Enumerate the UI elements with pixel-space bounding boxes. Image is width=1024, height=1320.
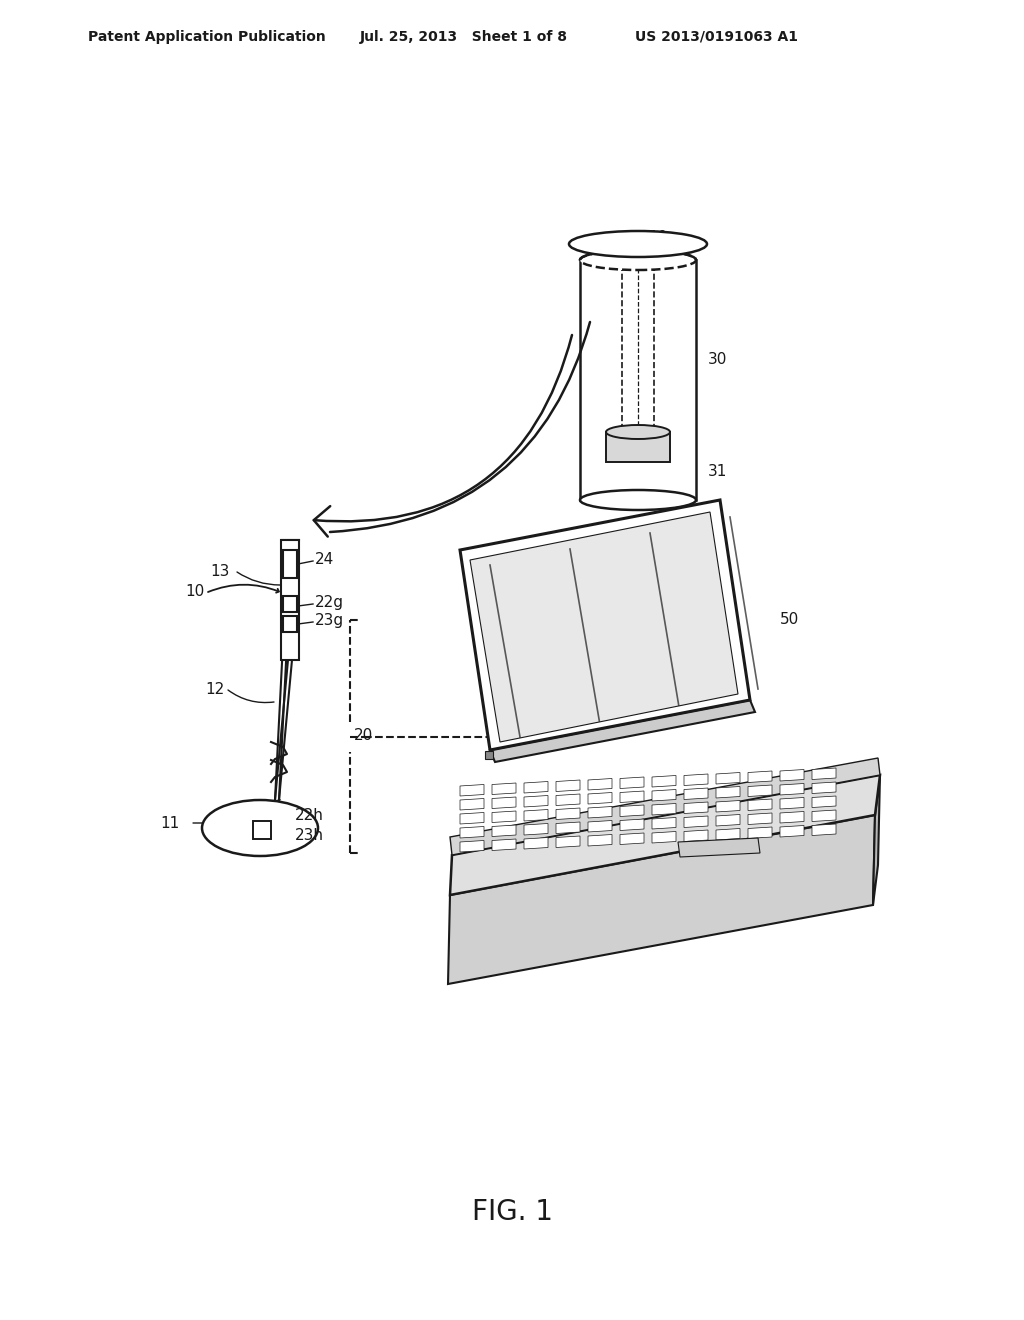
Polygon shape [812,824,836,836]
Polygon shape [780,825,804,837]
Polygon shape [716,814,740,826]
Polygon shape [492,783,516,795]
Polygon shape [460,784,484,796]
Polygon shape [588,792,612,804]
Polygon shape [460,841,484,851]
Polygon shape [450,758,880,855]
Polygon shape [470,512,738,742]
Polygon shape [748,828,772,838]
Polygon shape [524,809,548,821]
Polygon shape [524,837,548,849]
Polygon shape [620,805,644,817]
Polygon shape [460,500,750,750]
Text: 22g: 22g [315,594,344,610]
Text: 12: 12 [205,682,224,697]
Bar [283,616,297,632]
Bar [283,550,297,578]
Polygon shape [684,803,708,813]
Polygon shape [684,788,708,800]
Bar [283,597,297,612]
Polygon shape [812,768,836,780]
Polygon shape [748,771,772,783]
Polygon shape [460,813,484,824]
Polygon shape [492,810,516,822]
Polygon shape [620,818,644,830]
Polygon shape [684,816,708,828]
Text: 13: 13 [210,565,229,579]
Polygon shape [780,797,804,809]
Polygon shape [780,784,804,795]
Polygon shape [620,791,644,803]
Polygon shape [748,785,772,796]
Polygon shape [556,808,580,820]
Polygon shape [652,804,676,814]
Text: Patent Application Publication: Patent Application Publication [88,30,326,44]
Ellipse shape [580,490,696,510]
Polygon shape [449,814,874,983]
Polygon shape [652,776,676,787]
Polygon shape [460,826,484,838]
Polygon shape [450,775,880,895]
Polygon shape [588,807,612,818]
Polygon shape [780,770,804,781]
Polygon shape [873,775,880,906]
Text: Jul. 25, 2013   Sheet 1 of 8: Jul. 25, 2013 Sheet 1 of 8 [360,30,568,44]
Polygon shape [684,830,708,842]
Text: 23h: 23h [295,829,324,843]
Ellipse shape [202,800,318,855]
Polygon shape [556,822,580,833]
Polygon shape [524,796,548,807]
Polygon shape [812,781,836,793]
Text: 23g: 23g [315,612,344,627]
Polygon shape [812,796,836,808]
Text: 31: 31 [708,465,727,479]
Ellipse shape [606,425,670,440]
Polygon shape [748,799,772,810]
Text: 22h: 22h [295,808,324,824]
Ellipse shape [569,231,707,257]
Bar [281,540,299,660]
Bar [606,432,670,462]
Polygon shape [620,777,644,788]
Polygon shape [588,834,612,846]
Text: 30: 30 [708,352,727,367]
Polygon shape [716,772,740,784]
Text: 10: 10 [185,585,204,599]
Polygon shape [588,821,612,832]
Text: 11: 11 [160,816,179,830]
Polygon shape [780,812,804,822]
Polygon shape [524,781,548,793]
Bar [485,751,493,759]
Ellipse shape [580,249,696,271]
Text: 20: 20 [354,729,374,743]
Polygon shape [652,832,676,843]
Polygon shape [556,780,580,792]
Polygon shape [684,774,708,785]
Polygon shape [588,779,612,789]
Polygon shape [716,787,740,799]
Bar [253,821,271,840]
Polygon shape [556,836,580,847]
Polygon shape [524,824,548,836]
Polygon shape [716,829,740,840]
Polygon shape [492,825,516,837]
Polygon shape [812,810,836,821]
Text: FIG. 1: FIG. 1 [471,1199,553,1226]
Polygon shape [460,799,484,810]
Polygon shape [678,838,760,857]
Polygon shape [492,797,516,808]
Polygon shape [492,840,516,850]
Polygon shape [490,700,755,762]
Polygon shape [620,833,644,845]
Polygon shape [556,795,580,805]
Polygon shape [748,813,772,825]
Text: US 2013/0191063 A1: US 2013/0191063 A1 [635,30,798,44]
Polygon shape [652,817,676,829]
Text: 50: 50 [780,612,800,627]
Polygon shape [652,789,676,801]
Text: 10: 10 [648,231,668,246]
Polygon shape [716,800,740,812]
Text: 24: 24 [315,553,334,568]
